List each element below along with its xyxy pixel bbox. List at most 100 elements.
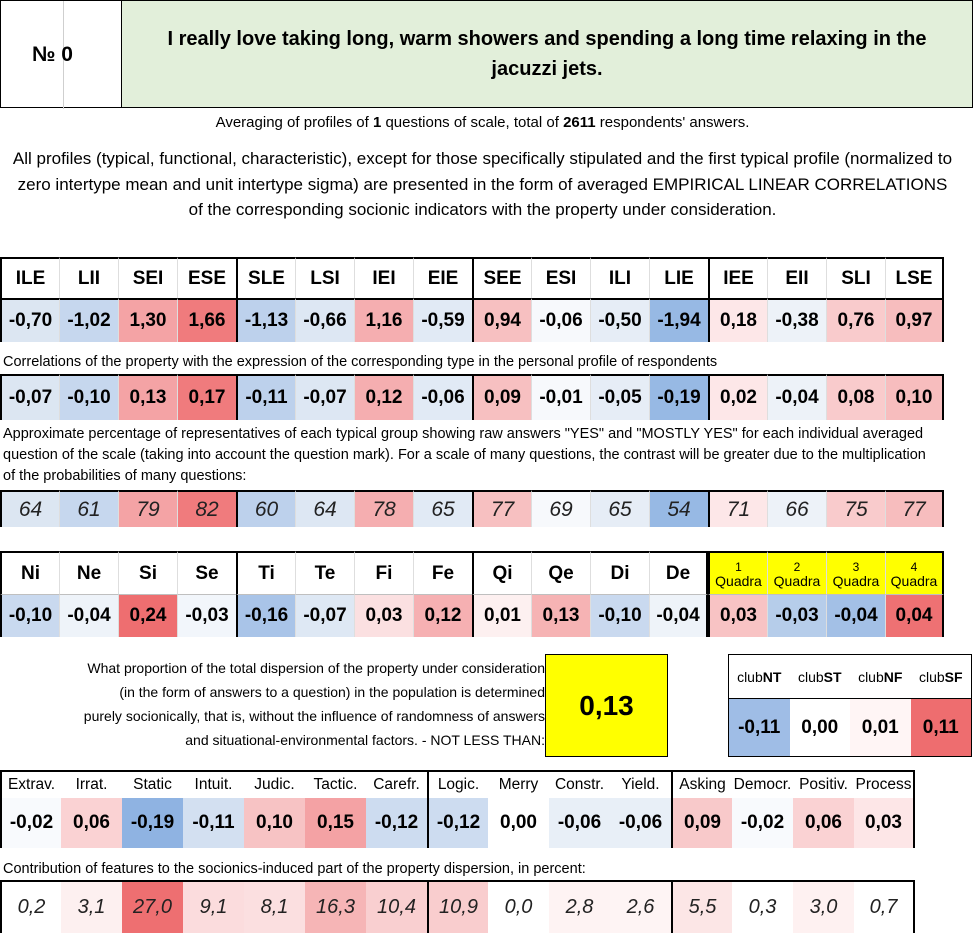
type-correlation-lsi: -0,07 (295, 374, 354, 420)
profiles-description: All profiles (typical, functional, chara… (12, 149, 953, 219)
feature-value-2: -0,19 (122, 798, 183, 848)
type-correlation-ili: -0,05 (590, 374, 649, 420)
feature-label-12: Democr. (732, 770, 793, 798)
feature-label-0: Extrav. (0, 770, 61, 798)
type-profile-lsi: -0,66 (295, 298, 354, 342)
club-value-nf: 0,01 (850, 699, 911, 756)
feature-value-11: 0,09 (671, 798, 732, 848)
type-correlation-sei: 0,13 (118, 374, 177, 420)
function-value-ne: -0,04 (59, 594, 118, 637)
type-profile-ile: -0,70 (0, 298, 59, 342)
correlations-note: Correlations of the property with the ex… (3, 354, 718, 370)
club-label-nt: club NT (737, 668, 782, 685)
quadra-number: 1 (735, 559, 742, 574)
type-label-sei: SEI (118, 257, 177, 298)
quadra-label-4: 4 Quadra (885, 551, 944, 594)
question-number-cell: № 0 (0, 0, 122, 109)
quadra-word: Quadra (832, 572, 880, 589)
type-correlation-lse: 0,10 (885, 374, 944, 420)
feature-label-5: Tactic. (305, 770, 366, 798)
answers-count: 2611 (563, 114, 596, 131)
percentages-row: 64 61 79 82 60 64 78 65 77 69 65 54 71 66 75 77 (0, 490, 944, 527)
type-percent-iei: 78 (354, 490, 413, 527)
club-label-nf: club NF (858, 668, 903, 685)
type-profile-sli: 0,76 (826, 298, 885, 342)
club-label-st: club ST (797, 668, 842, 685)
quadra-word: Quadra (890, 572, 938, 589)
type-profile-ili: -0,50 (590, 298, 649, 342)
clubs-values-row: -0,11 0,00 0,01 0,11 (728, 699, 972, 757)
function-label-se: Se (177, 551, 236, 594)
type-label-iee: IEE (708, 257, 767, 298)
type-correlation-eii: -0,04 (767, 374, 826, 420)
function-value-se: -0,03 (177, 594, 236, 637)
function-value-ni: -0,10 (0, 594, 59, 637)
type-profile-lii: -1,02 (59, 298, 118, 342)
feature-label-8: Merry (488, 770, 549, 798)
feature-value-1: 0,06 (61, 798, 122, 848)
type-label-sli: SLI (826, 257, 885, 298)
quadra-label-2: 2 Quadra (767, 551, 826, 594)
type-correlation-eie: -0,06 (413, 374, 472, 420)
features-header-row: Extrav. Irrat. Static Intuit. Judic. Tactic. C… (0, 770, 915, 798)
correlations-row: -0,07 -0,10 0,13 0,17 -0,11 -0,07 0,12 -0,06 0,0… (0, 374, 944, 420)
club-value-st: 0,00 (789, 699, 850, 756)
functions-header-row: Ni Ne Si Se Ti Te Fi Fe Qi Qe Di De 1 Quadra 2 Quadra 3 Q… (0, 551, 944, 594)
types-profile-row: -0,70 -1,02 1,30 1,66 -1,13 -0,66 1,16 -0,59 0,9… (0, 298, 944, 342)
feature-label-10: Yield. (610, 770, 671, 798)
quadra-word: Quadra (715, 572, 762, 589)
functions-values-row: -0,10 -0,04 0,24 -0,03 -0,16 -0,07 0,03 0,12 0,0… (0, 594, 944, 637)
type-percent-esi: 69 (531, 490, 590, 527)
type-profile-iee: 0,18 (708, 298, 767, 342)
type-correlation-ese: 0,17 (177, 374, 236, 420)
type-percent-lsi: 64 (295, 490, 354, 527)
feature-label-2: Static (122, 770, 183, 798)
function-value-di: -0,10 (590, 594, 649, 637)
function-value-qe: 0,13 (531, 594, 590, 637)
feature-value-3: -0,11 (183, 798, 244, 848)
function-label-de: De (649, 551, 708, 594)
types-header-row: ILE LII SEI ESE SLE LSI IEI EIE SEE ESI ILI LIE IEE E… (0, 257, 944, 298)
features-values-row: -0,02 0,06 -0,19 -0,11 0,10 0,15 -0,12 -0,12 0,0… (0, 798, 915, 848)
type-profile-lse: 0,97 (885, 298, 944, 342)
feature-label-3: Intuit. (183, 770, 244, 798)
type-profile-sle: -1,13 (236, 298, 295, 342)
type-correlation-lii: -0,10 (59, 374, 118, 420)
feature-contribution-5: 16,3 (305, 880, 366, 933)
type-label-lii: LII (59, 257, 118, 298)
type-correlation-esi: -0,01 (531, 374, 590, 420)
feature-contribution-11: 5,5 (671, 880, 732, 933)
type-percent-iee: 71 (708, 490, 767, 527)
function-label-di: Di (590, 551, 649, 594)
features-contribution-row: 0,2 3,1 27,0 9,1 8,1 16,3 10,4 10,9 0,0 2,8 2,6 5,5… (0, 880, 915, 933)
feature-contribution-7: 10,9 (427, 880, 488, 933)
club-value-sf: 0,11 (910, 699, 971, 756)
type-correlation-ile: -0,07 (0, 374, 59, 420)
averaging-summary: Averaging of profiles of 1 questions of … (215, 114, 750, 131)
feature-contribution-10: 2,6 (610, 880, 671, 933)
type-correlation-iee: 0,02 (708, 374, 767, 420)
feature-label-6: Carefr. (366, 770, 427, 798)
feature-value-14: 0,03 (854, 798, 915, 848)
type-label-iei: IEI (354, 257, 413, 298)
type-percent-sei: 79 (118, 490, 177, 527)
type-label-ese: ESE (177, 257, 236, 298)
function-label-ne: Ne (59, 551, 118, 594)
quadra-value-2: -0,03 (767, 594, 826, 637)
dispersion-explanation: What proportion of the total dispersion … (83, 660, 545, 748)
type-label-eii: EII (767, 257, 826, 298)
function-label-ti: Ti (236, 551, 295, 594)
feature-label-14: Process (854, 770, 915, 798)
question-number: № 0 (32, 43, 73, 66)
function-label-ni: Ni (0, 551, 59, 594)
function-value-ti: -0,16 (236, 594, 295, 637)
type-percent-sli: 75 (826, 490, 885, 527)
type-label-ili: ILI (590, 257, 649, 298)
quadra-label-1: 1 Quadra (708, 551, 767, 594)
type-label-lie: LIE (649, 257, 708, 298)
feature-value-12: -0,02 (732, 798, 793, 848)
type-label-esi: ESI (531, 257, 590, 298)
quadra-value-1: 0,03 (708, 594, 767, 637)
type-profile-sei: 1,30 (118, 298, 177, 342)
type-correlation-sli: 0,08 (826, 374, 885, 420)
